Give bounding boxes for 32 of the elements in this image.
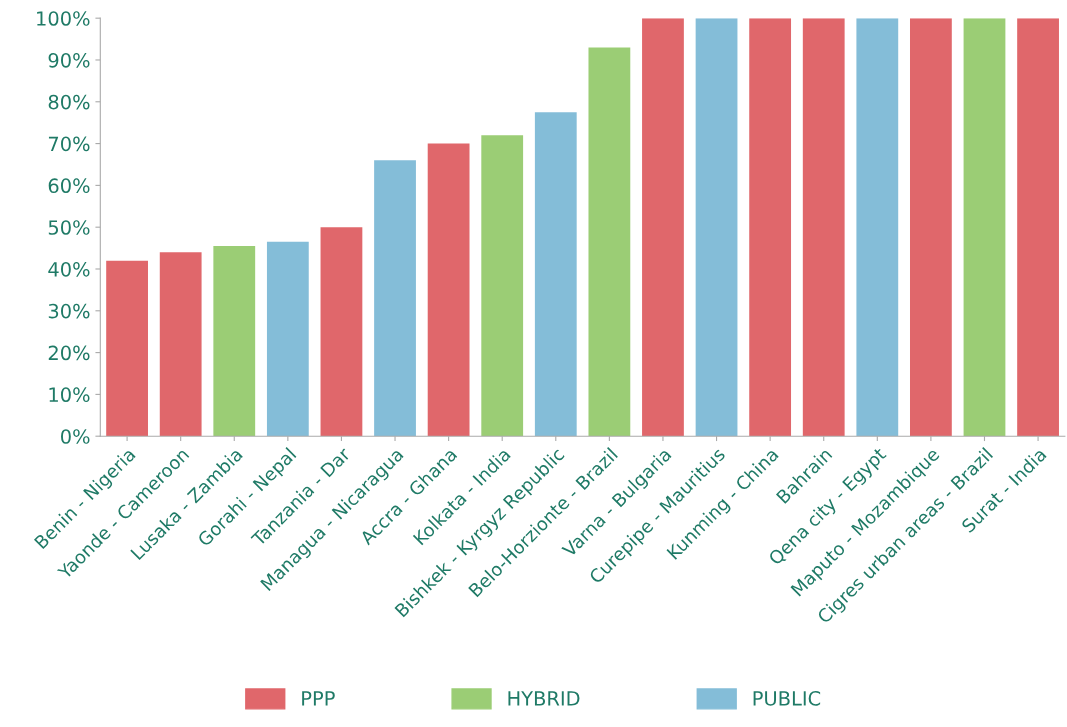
bar <box>266 241 309 437</box>
bar <box>695 18 738 437</box>
y-tick-label: 70% <box>48 136 90 152</box>
bar <box>910 18 952 437</box>
bar <box>588 47 631 437</box>
y-tick-label: 10% <box>49 387 90 403</box>
bar <box>1017 18 1059 437</box>
legend-label: PPP <box>302 691 335 706</box>
bar <box>320 227 363 437</box>
bar <box>427 143 470 437</box>
bar <box>374 160 416 437</box>
legend-label: HYBRID <box>508 691 580 706</box>
bar <box>106 260 148 437</box>
y-tick-label: 20% <box>48 345 90 361</box>
bar <box>963 18 1006 437</box>
y-tick-label: 40% <box>48 261 90 277</box>
bar <box>159 252 202 437</box>
bar <box>802 18 845 437</box>
bar <box>213 246 256 437</box>
y-tick-label: 80% <box>48 94 90 110</box>
bar <box>642 18 684 437</box>
bar <box>534 112 577 437</box>
bar <box>856 18 899 437</box>
y-tick-label: 30% <box>48 303 90 319</box>
y-tick-label: 50% <box>48 220 90 235</box>
y-tick-label: 100% <box>37 11 90 26</box>
y-tick-label: 90% <box>48 52 90 68</box>
legend-label: PUBLIC <box>753 691 821 706</box>
bar <box>749 18 792 437</box>
y-tick-label: 60% <box>48 178 90 194</box>
y-tick-label: 0% <box>61 429 90 444</box>
bar <box>481 135 524 437</box>
